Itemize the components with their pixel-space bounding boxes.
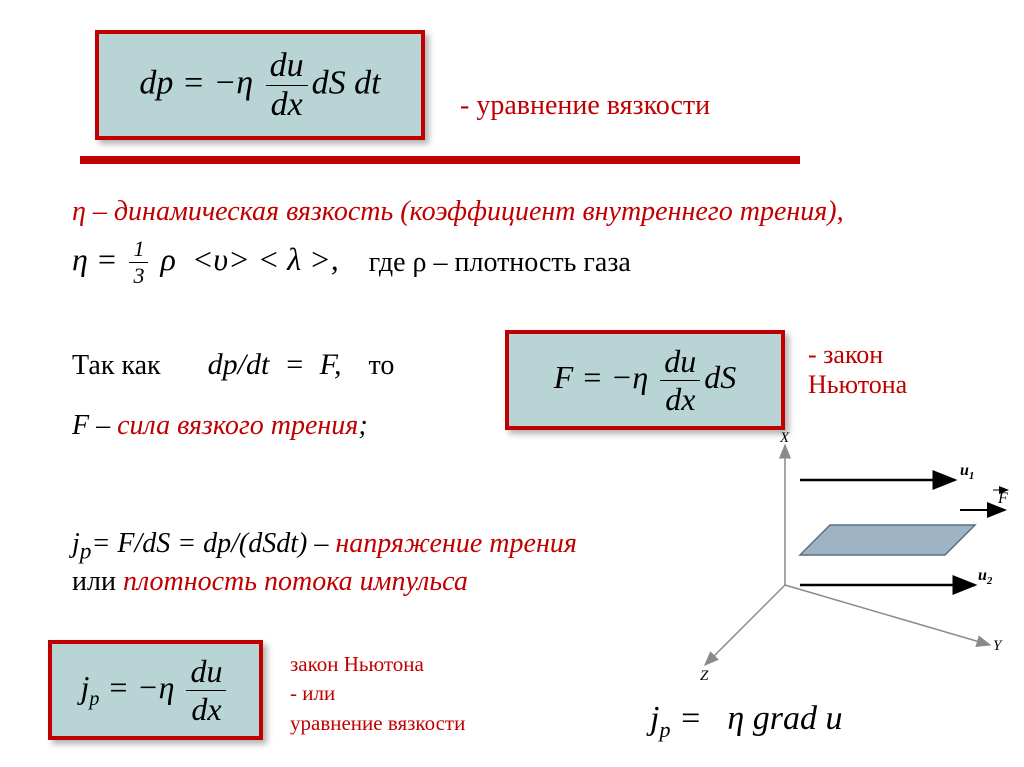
F-label: F: [997, 490, 1008, 507]
semi: ;: [358, 410, 367, 441]
formula-dp: dp = −η dudxdS dt: [139, 47, 380, 124]
newton-right-label: закон Ньютона - или уравнение вязкости: [290, 650, 465, 738]
momentum-flux-line: или плотность потока импульса: [72, 566, 468, 598]
jp-line: jp= F/dS = dp/(dSdt) – напряжение трения: [72, 528, 577, 566]
F-pre: F –: [72, 410, 117, 441]
u2-label: u2: [978, 567, 993, 587]
nr2: - или: [290, 681, 335, 705]
eta-text: динамическая вязкость (коэффициент внутр…: [107, 196, 844, 227]
plane-shape: [800, 525, 975, 555]
newton-l1: - закон: [808, 340, 883, 369]
axis-x-label: X: [779, 430, 790, 446]
rho-text: где ρ – плотность газа: [369, 247, 631, 279]
formula-F: F = −η dudxdS: [554, 343, 737, 418]
eta-formula: η = 13 ρ <υ> < λ >,: [72, 236, 339, 289]
eta-formula-line: η = 13 ρ <υ> < λ >, где ρ – плотность га…: [72, 236, 631, 289]
formula-jp: jp = −η dudx: [81, 653, 231, 728]
nr3: уравнение вязкости: [290, 711, 465, 735]
nr1: закон Ньютона: [290, 652, 424, 676]
stress-text: напряжение трения: [335, 528, 577, 559]
friction-force-line: F – сила вязкого трения;: [72, 410, 368, 442]
or-pre: или: [72, 566, 123, 597]
viscosity-equation-box: dp = −η dudxdS dt: [95, 30, 425, 140]
flux-text: плотность потока импульса: [123, 566, 468, 597]
coordinate-diagram: X Y Z u1 F u2: [700, 430, 1020, 690]
eta-symbol: η –: [72, 196, 107, 227]
axis-y-label: Y: [993, 638, 1003, 654]
axis-z-label: Z: [700, 668, 709, 684]
since-pre: Так как: [72, 350, 161, 381]
divider: [80, 156, 800, 164]
dpdt-formula: dp/dt = F,: [208, 348, 342, 381]
since-post: то: [369, 350, 395, 381]
eta-definition: η – динамическая вязкость (коэффициент в…: [72, 196, 844, 228]
newton-l2: Ньютона: [808, 370, 907, 399]
grad-equation: jp = η grad u: [650, 700, 843, 743]
u1-label: u1: [960, 462, 974, 482]
viscosity-equation-label: - уравнение вязкости: [460, 90, 710, 122]
jp-equation-box: jp = −η dudx: [48, 640, 263, 740]
since-line: Так как dp/dt = F, то: [72, 348, 394, 382]
friction-text: сила вязкого трения: [117, 410, 358, 441]
jp-formula: jp= F/dS = dp/(dSdt) –: [72, 528, 328, 559]
newton-label: - закон Ньютона: [808, 340, 907, 400]
newton-law-box: F = −η dudxdS: [505, 330, 785, 430]
